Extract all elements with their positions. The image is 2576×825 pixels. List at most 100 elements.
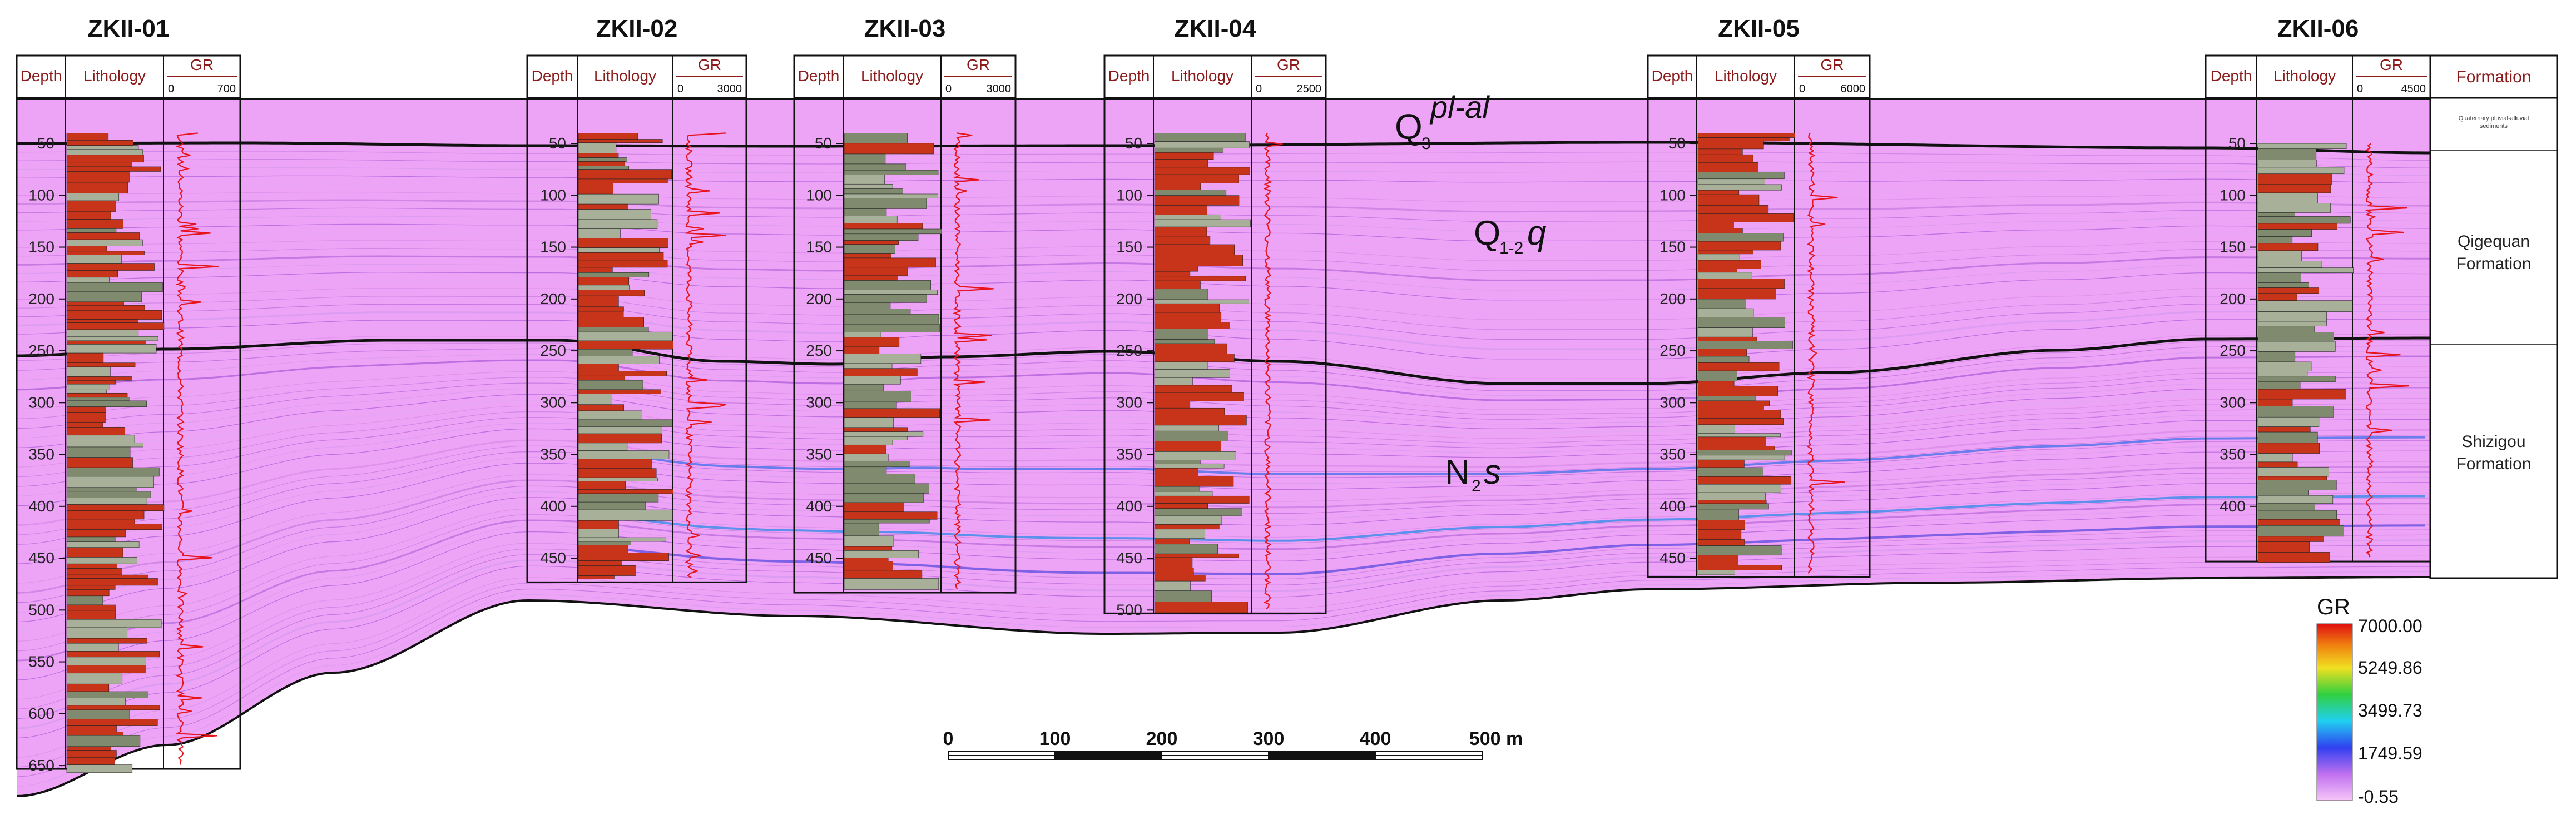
lithology-bed (578, 277, 629, 286)
lithology-bed (2257, 243, 2319, 251)
lithology-bed (66, 585, 116, 590)
lithology-bed (578, 238, 668, 248)
reflector-line (17, 223, 2430, 242)
lithology-bed (1154, 385, 1232, 393)
well-title: ZKII-01 (88, 15, 170, 42)
well-zkii-06: ZKII-06 Depth Lithology GR 0 4500 50 100 150 200 2… (2205, 15, 2431, 563)
seismic-section-background (17, 99, 2557, 801)
depth-tick: 100 (2220, 186, 2246, 203)
lithology-bed (1154, 299, 1249, 304)
lithology-bed (2257, 503, 2315, 511)
lithology-bed (844, 390, 911, 402)
scale-tick-400: 400 (1360, 728, 1391, 749)
depth-tick: 150 (28, 238, 55, 256)
formation-unit-qigequan: Qigequan Formation (2456, 232, 2531, 273)
lithology-bed (578, 166, 630, 170)
lithology-bed (578, 178, 668, 183)
lithology-bed (1154, 491, 1213, 496)
reflector-line (17, 183, 2431, 193)
depth-tick: 200 (540, 290, 566, 307)
lithology-bed (844, 511, 938, 520)
reflector-line (17, 377, 2430, 429)
lithology-bed (844, 257, 936, 268)
lithology-bed (1154, 580, 1191, 591)
lithology-bed (1154, 343, 1227, 354)
lithology-bed (66, 366, 111, 377)
lithology-bed (1154, 167, 1250, 175)
depth-tick: 50 (1125, 135, 1142, 152)
depth-tick: 300 (540, 394, 566, 411)
lithology-bed (1697, 520, 1745, 530)
lithology-bed (2257, 341, 2336, 352)
lithology-bed (844, 427, 908, 432)
lithology-bed (1697, 308, 1754, 317)
lithology-bed (1154, 133, 1246, 142)
lithology-bed (66, 301, 124, 306)
lithology-bed (844, 408, 940, 418)
reflector-line (17, 435, 2430, 535)
lithology-bed (66, 705, 160, 710)
well-zkii-02: ZKII-02 Depth Lithology GR 0 3000 50 100 150 200 2… (526, 15, 747, 583)
depth-tick: 100 (540, 186, 566, 203)
lithology-bed (2257, 223, 2337, 230)
lithology-bed (66, 239, 143, 247)
reflector-line (17, 534, 2430, 719)
lithology-bed (1154, 553, 1239, 558)
gr-header: GR (190, 56, 214, 73)
lithology-bed (66, 246, 107, 252)
lithology-bed (1697, 396, 1756, 401)
lithology-bed (1154, 590, 1212, 602)
lithology-bed (1154, 464, 1225, 469)
lithology-bed (1154, 303, 1220, 313)
lithology-bed (844, 363, 893, 369)
lithology-bed (2257, 399, 2293, 406)
depth-tick: 550 (28, 653, 55, 670)
scale-bar: 0 100 200 300 400 500 m (943, 728, 1523, 760)
lithology-bed (578, 560, 622, 566)
lithology-bed (2257, 406, 2334, 418)
lithology-bed (2257, 250, 2302, 261)
depth-tick: 300 (1116, 394, 1142, 411)
lithology-bed (66, 504, 165, 511)
lithology-bed (844, 460, 911, 468)
reflector-highlight (611, 495, 2425, 542)
lithology-bed (66, 536, 116, 542)
lithology-bed (1697, 148, 1743, 155)
lithology-bed (578, 394, 612, 405)
lithology-bed (1697, 436, 1766, 446)
lithology-bed (66, 397, 130, 401)
lithology-bed (578, 481, 626, 490)
reflector-line (17, 561, 2431, 768)
lithology-bed (66, 604, 116, 611)
gr-scale-max: 4500 (2401, 83, 2426, 95)
lithology-bed (66, 406, 106, 412)
lithology-bed (1697, 137, 1790, 141)
lithology-bed (1154, 312, 1222, 322)
depth-tick: 400 (1116, 498, 1142, 515)
reflector-line (17, 264, 2430, 291)
depth-header: Depth (798, 67, 840, 85)
lithology-bed (1697, 233, 1784, 242)
gr-scale-min: 0 (2357, 83, 2363, 95)
lithology-bed (1154, 266, 1198, 272)
lithology-bed (2257, 519, 2340, 526)
reflector-line (17, 255, 2430, 281)
lithology-bed (578, 468, 657, 478)
lithology-bed (66, 263, 155, 271)
lithology-bed (578, 327, 649, 332)
lithology-bed (844, 193, 938, 198)
legend-value-2: 5249.86 (2358, 658, 2423, 678)
lithology-bed (1697, 341, 1793, 349)
lithology-bed (2257, 552, 2330, 563)
lithology-bed (844, 519, 930, 524)
reflector-line (17, 498, 2431, 652)
lithology-bed (1697, 362, 1780, 371)
lithology-bed (2257, 321, 2327, 326)
lithology-bed (578, 161, 625, 166)
lithology-bed (1697, 503, 1769, 510)
lithology-bed (578, 203, 628, 210)
lithology-bed (1154, 441, 1221, 452)
reflector-line (17, 571, 2431, 787)
